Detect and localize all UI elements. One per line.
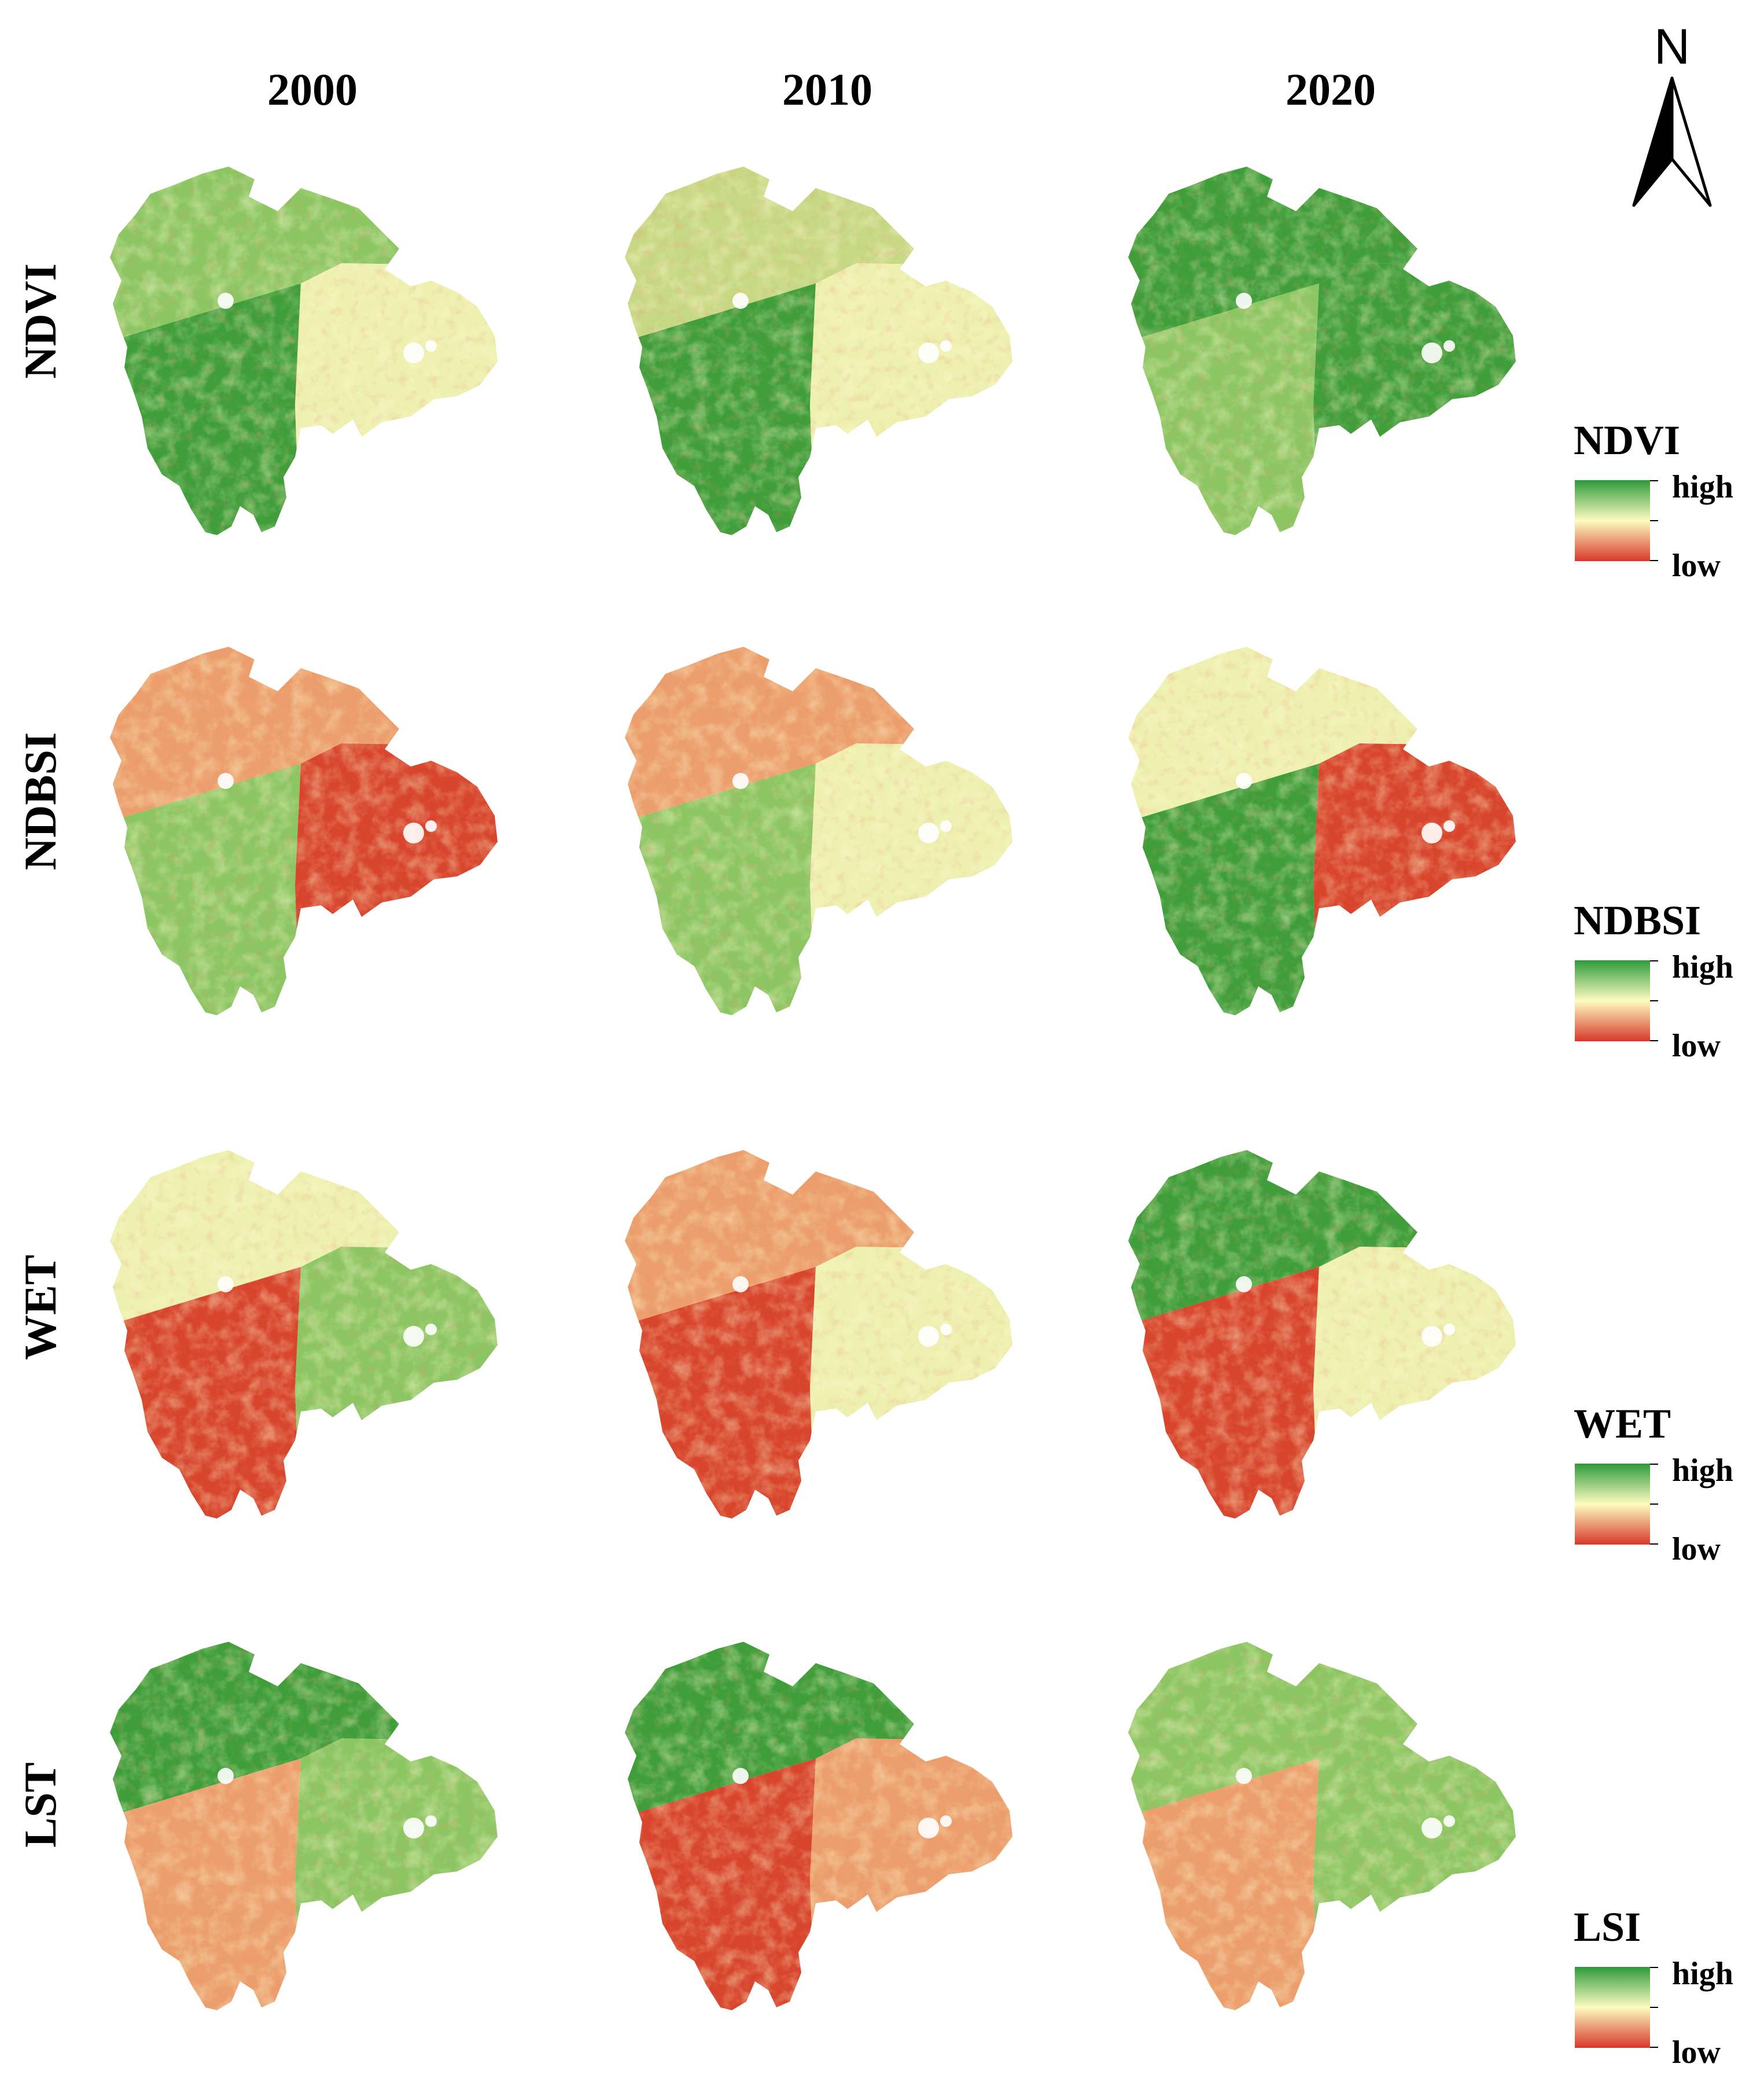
legend-title: WET bbox=[1574, 1401, 1671, 1447]
row-label-text: LST bbox=[15, 1762, 65, 1848]
map-panel-ndvi-2020 bbox=[1128, 162, 1533, 544]
map-panel-lst-2010 bbox=[625, 1637, 1030, 2019]
map-panel-ndbsi-2020 bbox=[1128, 642, 1533, 1024]
map-panel-lst-2000 bbox=[110, 1637, 515, 2019]
map-image-wet-2000 bbox=[110, 1150, 498, 1519]
row-label-text: NDVI bbox=[15, 263, 65, 379]
legend-tick bbox=[1650, 2047, 1658, 2048]
map-image-lst-2000 bbox=[110, 1642, 498, 2010]
map-image-lst-2020 bbox=[1128, 1642, 1516, 2010]
legend-tick bbox=[1650, 480, 1658, 481]
map-image-lst-2010 bbox=[625, 1642, 1012, 2010]
row-label-text: NDBSI bbox=[15, 732, 65, 871]
map-image-ndvi-2000 bbox=[110, 167, 498, 535]
legend-color-ramp bbox=[1575, 480, 1650, 561]
legend-tick bbox=[1650, 1967, 1658, 1968]
legend-ndvi: NDVI high low bbox=[1574, 417, 1759, 590]
legend-tick bbox=[1650, 1000, 1658, 1001]
legend-lst: LSI high low bbox=[1574, 1903, 1759, 2077]
legend-tick bbox=[1650, 1504, 1658, 1505]
north-arrow: N bbox=[1614, 12, 1730, 220]
legend-color-ramp bbox=[1575, 1967, 1650, 2048]
north-arrow-icon: N bbox=[1632, 19, 1712, 207]
legend-wet: WET high low bbox=[1574, 1400, 1759, 1574]
legend-tick bbox=[1650, 2007, 1658, 2008]
map-panel-ndbsi-2000 bbox=[110, 642, 515, 1024]
legend-low-label: low bbox=[1672, 1028, 1721, 1064]
legend-high-label: high bbox=[1672, 469, 1733, 505]
map-panel-ndvi-2010 bbox=[625, 162, 1030, 544]
row-label-text: WET bbox=[15, 1254, 65, 1361]
map-image-wet-2020 bbox=[1128, 1150, 1516, 1519]
map-panel-wet-2020 bbox=[1128, 1145, 1533, 1527]
legend-color-ramp bbox=[1575, 960, 1650, 1041]
legend-low-label: low bbox=[1672, 1531, 1721, 1567]
legend-color-ramp bbox=[1575, 1464, 1650, 1545]
legend-low-label: low bbox=[1672, 2035, 1721, 2070]
map-image-ndbsi-2000 bbox=[110, 647, 498, 1015]
year-label-2020: 2020 bbox=[1286, 64, 1376, 115]
legend-low-label: low bbox=[1672, 548, 1721, 584]
legend-high-label: high bbox=[1672, 949, 1733, 985]
legend-tick bbox=[1650, 960, 1658, 961]
map-panel-lst-2020 bbox=[1128, 1637, 1533, 2019]
map-panel-ndvi-2000 bbox=[110, 162, 515, 544]
map-image-ndbsi-2010 bbox=[625, 647, 1012, 1015]
legend-ndbsi: NDBSI high low bbox=[1574, 897, 1759, 1070]
year-label-2010: 2010 bbox=[782, 64, 872, 115]
map-image-ndvi-2020 bbox=[1128, 167, 1516, 535]
map-image-wet-2010 bbox=[625, 1150, 1012, 1519]
map-panel-wet-2000 bbox=[110, 1145, 515, 1527]
legend-tick bbox=[1650, 520, 1658, 521]
legend-high-label: high bbox=[1672, 1453, 1733, 1488]
legend-title: NDVI bbox=[1574, 417, 1681, 463]
north-label: N bbox=[1654, 19, 1690, 75]
map-panel-ndbsi-2010 bbox=[625, 642, 1030, 1024]
legend-tick bbox=[1650, 1543, 1658, 1545]
map-image-ndbsi-2020 bbox=[1128, 647, 1516, 1015]
legend-tick bbox=[1650, 1040, 1658, 1041]
legend-title: LSI bbox=[1574, 1904, 1641, 1950]
year-label-2000: 2000 bbox=[267, 64, 358, 115]
map-image-ndvi-2010 bbox=[625, 167, 1012, 535]
legend-title: NDBSI bbox=[1574, 897, 1702, 944]
legend-tick bbox=[1650, 560, 1658, 561]
map-panel-wet-2010 bbox=[625, 1145, 1030, 1527]
legend-high-label: high bbox=[1672, 1956, 1733, 1992]
legend-tick bbox=[1650, 1464, 1658, 1465]
